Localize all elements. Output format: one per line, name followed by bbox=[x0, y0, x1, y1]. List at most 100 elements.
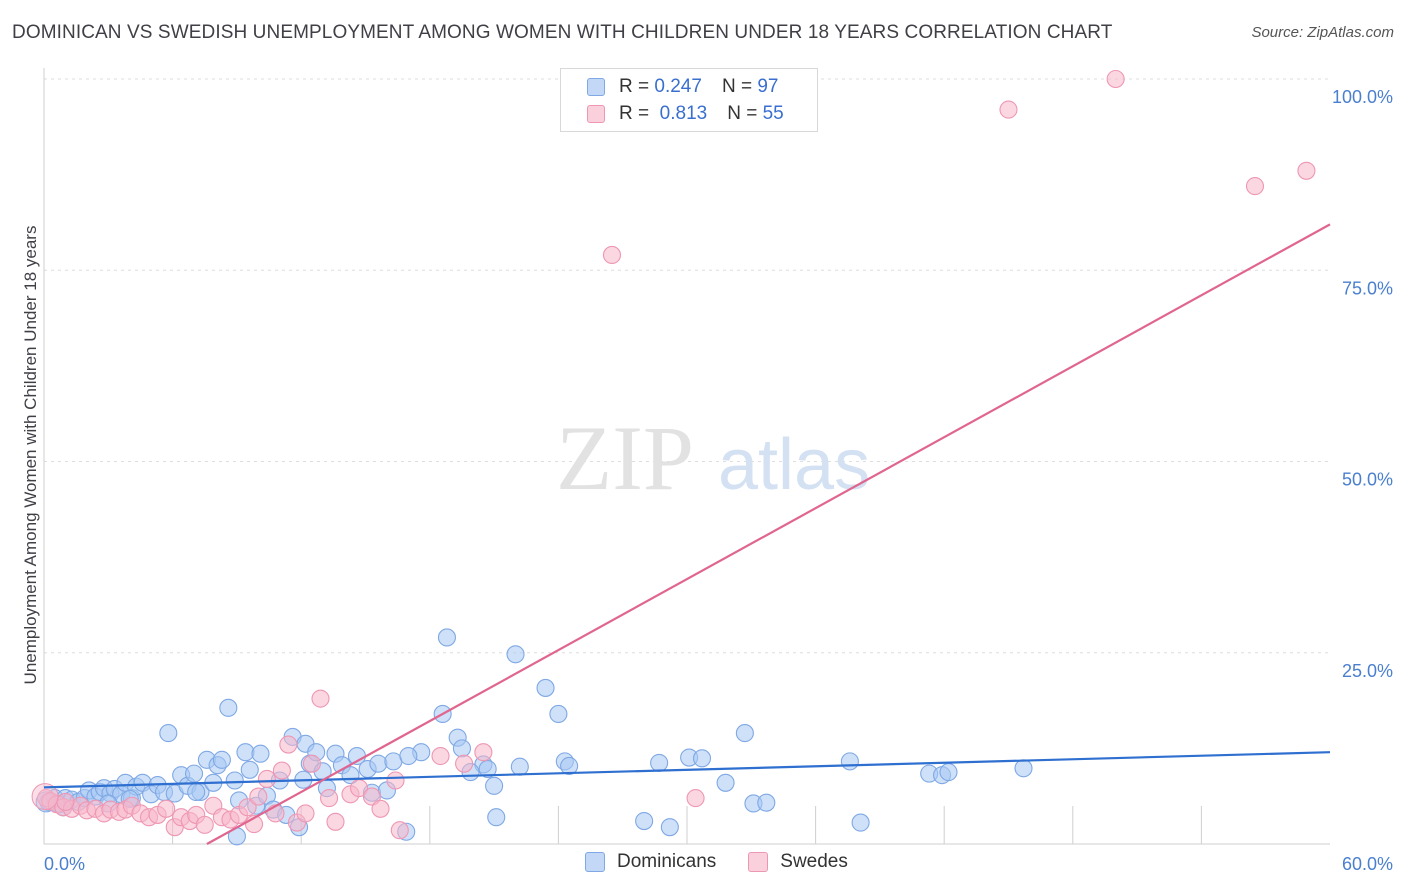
dominican-point bbox=[506, 645, 525, 664]
dominican-point bbox=[650, 753, 669, 772]
swede-point bbox=[455, 754, 474, 773]
swede-point bbox=[431, 746, 450, 766]
series-legend: Dominicans Swedes bbox=[585, 851, 880, 873]
dominicans-swatch bbox=[587, 78, 605, 96]
swede-point bbox=[999, 100, 1018, 119]
dominican-point bbox=[236, 743, 255, 762]
dominican-point bbox=[851, 813, 870, 832]
swede-point bbox=[371, 799, 390, 818]
watermark: ZIP atlas bbox=[556, 407, 870, 509]
correlation-legend: R = 0.247 N = 97 R = 0.813 N = 55 bbox=[560, 68, 818, 132]
swede-point bbox=[311, 689, 330, 708]
swedes-n-value: 55 bbox=[762, 103, 784, 124]
legend-row-swedes: R = 0.813 N = 55 bbox=[587, 101, 784, 127]
dominican-point bbox=[384, 752, 403, 771]
swede-point bbox=[686, 789, 705, 808]
swede-point bbox=[279, 735, 298, 754]
dominican-point bbox=[716, 773, 735, 792]
legend-item-swedes: Swedes bbox=[748, 851, 848, 873]
dominican-point bbox=[757, 793, 776, 812]
y-axis-label: Unemployment Among Women with Children U… bbox=[21, 226, 40, 685]
x-tick-label: 0.0% bbox=[44, 854, 85, 874]
swede-point bbox=[257, 769, 276, 789]
dominican-point bbox=[437, 628, 456, 647]
swedes-swatch bbox=[587, 105, 605, 123]
y-tick-label: 75.0% bbox=[1342, 278, 1393, 298]
dominicans-trend-line bbox=[43, 751, 1331, 789]
dominican-point bbox=[485, 776, 504, 795]
swede-point bbox=[56, 792, 75, 811]
swede-point bbox=[602, 245, 622, 264]
dominican-point bbox=[225, 771, 244, 790]
watermark-zip: ZIP bbox=[556, 407, 694, 509]
swede-point bbox=[302, 754, 321, 773]
dominican-point bbox=[735, 724, 754, 743]
swede-point bbox=[362, 787, 381, 806]
dominican-point bbox=[549, 704, 568, 724]
dominican-point bbox=[536, 678, 555, 697]
tick-labels: 25.0% 50.0% 75.0% 100.0% 0.0% 60.0% bbox=[44, 87, 1393, 874]
swede-point bbox=[31, 783, 59, 811]
swedes-legend-label: Swedes bbox=[780, 851, 848, 872]
swede-point bbox=[474, 743, 493, 762]
swede-point bbox=[272, 761, 291, 780]
watermark-atlas: atlas bbox=[718, 425, 870, 505]
swede-point bbox=[249, 787, 268, 806]
dominican-point bbox=[159, 724, 178, 743]
dominicans-r-value: 0.247 bbox=[654, 76, 702, 97]
dominican-point bbox=[219, 698, 238, 717]
gridlines bbox=[44, 78, 1330, 654]
dominicans-legend-swatch bbox=[585, 852, 605, 872]
dominican-point bbox=[369, 754, 388, 773]
trend-lines bbox=[43, 223, 1331, 845]
dominican-point bbox=[240, 760, 259, 779]
x-tick-label: 60.0% bbox=[1342, 854, 1393, 874]
dominican-point bbox=[251, 744, 270, 763]
chart-title: DOMINICAN VS SWEDISH UNEMPLOYMENT AMONG … bbox=[12, 22, 1113, 43]
legend-item-dominicans: Dominicans bbox=[585, 851, 716, 873]
axes bbox=[43, 68, 1330, 845]
n-label: N = bbox=[727, 103, 758, 124]
swede-point bbox=[1106, 69, 1125, 89]
y-tick-label: 25.0% bbox=[1342, 661, 1393, 681]
dominican-point bbox=[212, 750, 231, 769]
n-label: N = bbox=[721, 76, 753, 97]
dominicans-legend-label: Dominicans bbox=[617, 851, 717, 872]
source-label: Source: ZipAtlas.com bbox=[1251, 24, 1394, 41]
r-label: R = bbox=[619, 76, 650, 97]
swede-point bbox=[386, 771, 405, 790]
dominican-point bbox=[635, 811, 654, 831]
swedes-trend-line bbox=[206, 223, 1331, 845]
legend-row-dominicans: R = 0.247 N = 97 bbox=[587, 74, 778, 100]
r-label: R = bbox=[619, 103, 650, 124]
dominican-point bbox=[184, 764, 204, 783]
swede-point bbox=[266, 804, 285, 823]
y-tick-label: 50.0% bbox=[1342, 470, 1393, 490]
dominican-point bbox=[1014, 759, 1033, 778]
swedes-points bbox=[31, 69, 1316, 840]
dominican-point bbox=[478, 759, 497, 779]
dominican-point bbox=[660, 818, 679, 837]
swede-point bbox=[238, 798, 257, 817]
swede-point bbox=[1297, 161, 1316, 180]
swedes-legend-swatch bbox=[748, 852, 769, 872]
y-tick-label: 100.0% bbox=[1332, 87, 1393, 107]
swede-point bbox=[320, 789, 339, 808]
dominican-point bbox=[187, 782, 206, 802]
dominican-point bbox=[510, 757, 529, 776]
swede-point bbox=[1245, 177, 1265, 196]
dominican-point bbox=[487, 808, 506, 827]
dominican-point bbox=[399, 746, 418, 766]
swede-point bbox=[390, 821, 409, 840]
dominican-point bbox=[452, 739, 472, 758]
dominican-point bbox=[939, 763, 958, 782]
dominican-point bbox=[560, 756, 579, 776]
dominican-point bbox=[840, 752, 859, 771]
swede-point bbox=[195, 815, 214, 834]
dominicans-n-value: 97 bbox=[757, 76, 779, 97]
dominican-point bbox=[692, 749, 712, 768]
swede-point bbox=[296, 804, 315, 823]
swede-point bbox=[157, 799, 176, 818]
swede-point bbox=[326, 812, 345, 831]
